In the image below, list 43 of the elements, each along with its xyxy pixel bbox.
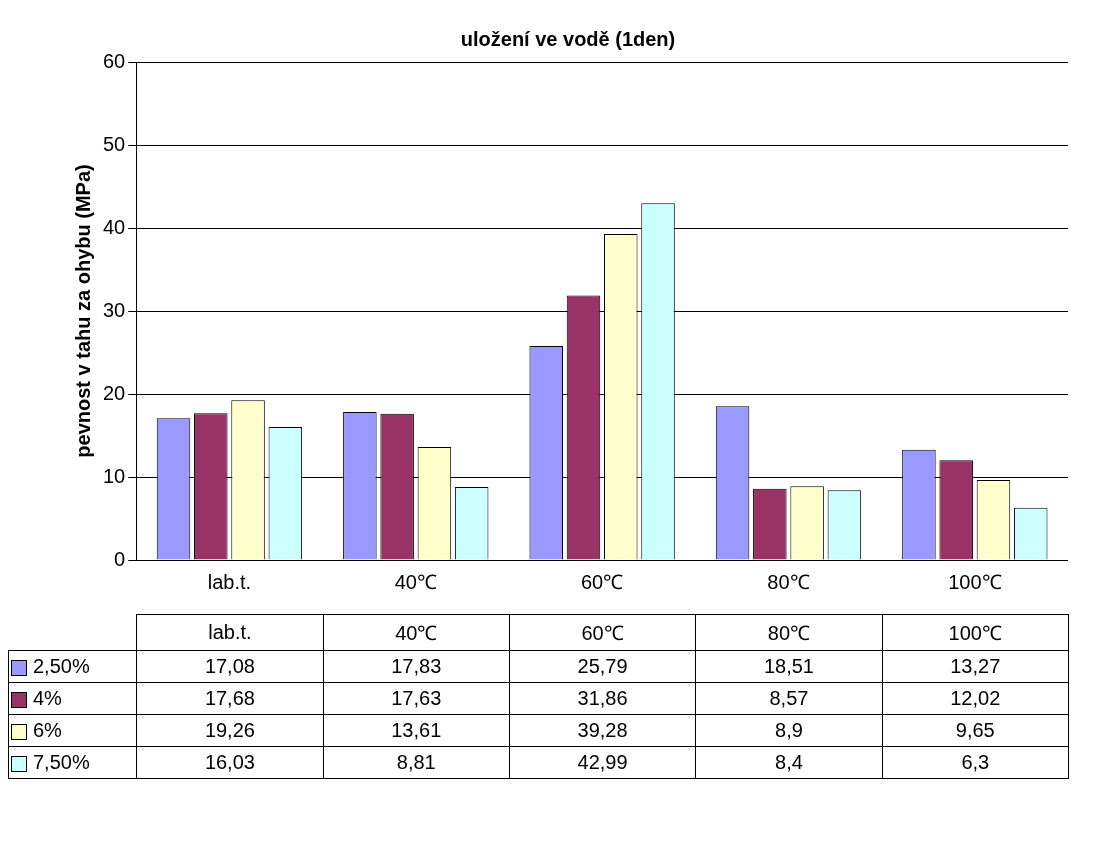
x-tick-label: lab.t.	[207, 570, 252, 593]
data-label: 18,51	[695, 650, 883, 683]
y-tick-label: 30	[103, 298, 126, 321]
legend-label: 2,50%	[33, 655, 90, 677]
data-label: 19,26	[136, 714, 324, 747]
data-label: 31,86	[509, 682, 696, 715]
y-tick-label: 50	[103, 132, 126, 155]
y-tick-label: 0	[114, 547, 126, 570]
y-tick-label: 10	[103, 464, 126, 487]
data-label: 17,08	[136, 650, 324, 683]
x-tick-label: 60℃	[581, 570, 624, 593]
data-label: 6,3	[882, 746, 1069, 779]
category-label: lab.t.	[208, 621, 252, 643]
category-label: 100℃	[948, 622, 1002, 644]
data-label: 8,57	[695, 682, 883, 715]
data-label: 9,65	[882, 714, 1069, 747]
data-label: 12,02	[882, 682, 1069, 715]
category-label: 80℃	[767, 622, 811, 644]
data-label: 17,68	[136, 682, 324, 715]
y-tick-label: 20	[103, 381, 126, 404]
data-label: 17,83	[323, 650, 510, 683]
data-label: 8,81	[323, 746, 510, 779]
y-axis-title: pevnost v tahu za ohybu (MPa)	[71, 164, 94, 458]
data-label: 13,61	[323, 714, 510, 747]
y-tick-label: 60	[103, 49, 126, 72]
data-label: 8,9	[695, 714, 883, 747]
data-label: 8,4	[695, 746, 883, 779]
legend-label: 4%	[33, 687, 62, 709]
x-tick-label: 100℃	[948, 570, 1002, 593]
data-label: 17,63	[323, 682, 510, 715]
data-label: 39,28	[509, 714, 696, 747]
data-label: 42,99	[509, 746, 696, 779]
data-label: 16,03	[136, 746, 324, 779]
data-label: 13,27	[882, 650, 1069, 683]
legend-label: 7,50%	[33, 751, 90, 773]
y-tick-label: 40	[103, 215, 126, 238]
category-label: 60℃	[581, 622, 624, 644]
data-label: 25,79	[509, 650, 696, 683]
x-tick-label: 40℃	[394, 570, 437, 593]
legend-label: 6%	[33, 719, 62, 741]
x-tick-label: 80℃	[767, 570, 810, 593]
chart-title: uložení ve vodě (1den)	[460, 27, 676, 50]
category-label: 40℃	[395, 622, 438, 644]
